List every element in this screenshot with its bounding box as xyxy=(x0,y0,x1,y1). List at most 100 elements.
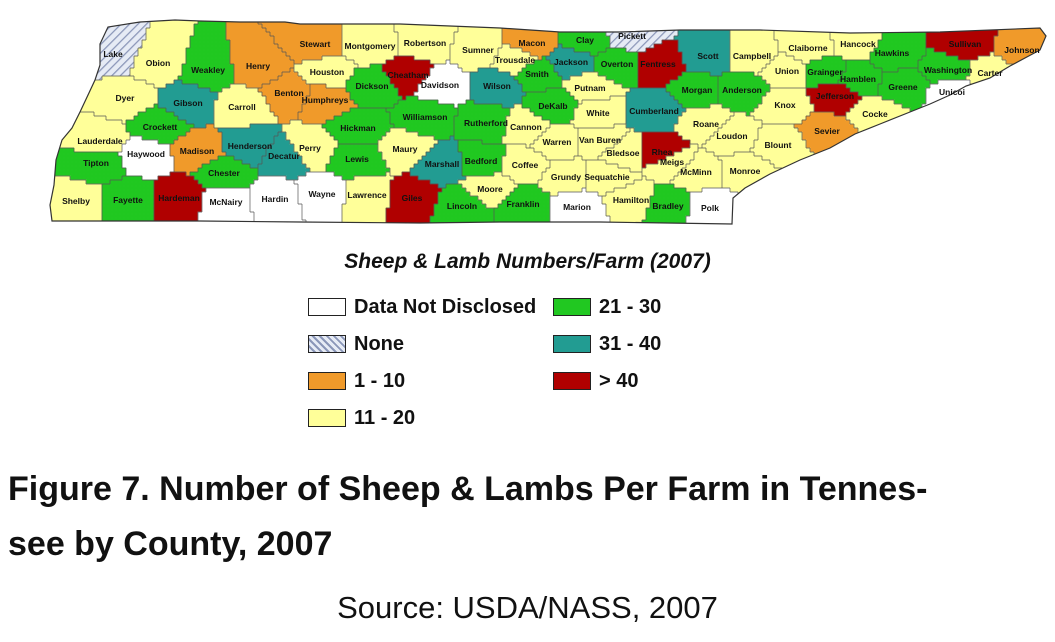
county-label-bedford: Bedford xyxy=(465,156,498,166)
legend-label-not-disclosed: Data Not Disclosed xyxy=(354,295,537,318)
county-label-jefferson: Jefferson xyxy=(816,91,854,101)
legend-label-31-40: 31 - 40 xyxy=(599,332,662,355)
county-label-wilson: Wilson xyxy=(483,81,511,91)
legend-item-11-20: 11 - 20 xyxy=(308,406,415,430)
figure-caption-line-1: Figure 7. Number of Sheep & Lambs Per Fa… xyxy=(8,470,928,508)
county-label-hawkins: Hawkins xyxy=(875,48,910,58)
figure-caption: Figure 7. Number of Sheep & Lambs Per Fa… xyxy=(8,462,1048,572)
county-label-macon: Macon xyxy=(519,38,546,48)
figure-caption-line-2: see by County, 2007 xyxy=(8,525,333,563)
county-label-overton: Overton xyxy=(601,59,634,69)
county-label-marshall: Marshall xyxy=(425,159,460,169)
county-label-carroll: Carroll xyxy=(228,102,255,112)
legend-label-21-30: 21 - 30 xyxy=(599,295,662,318)
county-label-sumner: Sumner xyxy=(462,45,494,55)
county-label-sequatchie: Sequatchie xyxy=(584,172,630,182)
county-franklin xyxy=(493,183,551,224)
county-label-lincoln: Lincoln xyxy=(447,201,477,211)
county-label-fayette: Fayette xyxy=(113,195,143,205)
county-label-robertson: Robertson xyxy=(404,38,447,48)
county-label-polk: Polk xyxy=(701,203,719,213)
county-knox xyxy=(749,87,815,125)
county-label-trousdale: Trousdale xyxy=(495,55,535,65)
county-label-haywood: Haywood xyxy=(127,149,165,159)
county-loudon xyxy=(701,111,763,157)
county-label-grainger: Grainger xyxy=(807,67,843,77)
county-label-humphreys: Humphreys xyxy=(302,95,349,105)
county-label-obion: Obion xyxy=(146,58,171,68)
county-label-bledsoe: Bledsoe xyxy=(606,148,639,158)
county-overton xyxy=(593,47,639,89)
legend-item-1-10: 1 - 10 xyxy=(308,369,405,393)
county-label-weakley: Weakley xyxy=(191,65,225,75)
legend-item-21-30: 21 - 30 xyxy=(553,295,661,319)
county-label-hardeman: Hardeman xyxy=(158,193,200,203)
county-wayne xyxy=(293,171,347,224)
county-morgan xyxy=(665,71,719,109)
county-unicoi xyxy=(921,79,1046,224)
county-label-montgomery: Montgomery xyxy=(345,41,396,51)
county-hardin xyxy=(249,175,307,224)
county-label-monroe: Monroe xyxy=(730,166,761,176)
county-haywood xyxy=(117,135,175,181)
county-label-maury: Maury xyxy=(392,144,417,154)
county-boundaries xyxy=(50,20,1046,224)
county-label-sevier: Sevier xyxy=(814,126,840,136)
state-outline xyxy=(49,19,1047,225)
county-label-van-buren: Van Buren xyxy=(579,135,621,145)
county-label-anderson: Anderson xyxy=(722,85,762,95)
county-label-sullivan: Sullivan xyxy=(949,39,982,49)
county-fentress xyxy=(637,39,687,89)
county-label-dekalb: DeKalb xyxy=(538,101,567,111)
county-label-grundy: Grundy xyxy=(551,172,581,182)
county-label-lauderdale: Lauderdale xyxy=(77,136,123,146)
county-houston xyxy=(293,55,359,89)
legend-label-none: None xyxy=(354,332,404,355)
county-label-roane: Roane xyxy=(693,119,719,129)
county-label-loudon: Loudon xyxy=(716,131,747,141)
county-label-pickett: Pickett xyxy=(618,31,646,41)
county-label-houston: Houston xyxy=(310,67,344,77)
county-mcnairy xyxy=(197,187,255,224)
county-label-davidson: Davidson xyxy=(421,80,459,90)
county-madison xyxy=(169,123,227,177)
county-cumberland xyxy=(625,87,687,133)
county-label-white: White xyxy=(586,108,609,118)
county-label-chester: Chester xyxy=(208,168,240,178)
legend-item-none: None xyxy=(308,332,404,356)
tennessee-county-map: Lake Obion Weakley Henry Stewart Montgomery Ro… xyxy=(0,0,1055,232)
county-hamblen xyxy=(837,59,883,97)
county-label-williamson: Williamson xyxy=(403,112,448,122)
county-label-clay: Clay xyxy=(576,35,594,45)
legend-item-31-40: 31 - 40 xyxy=(553,332,661,356)
county-label-rhea: Rhea xyxy=(652,147,673,157)
county-mcminn xyxy=(669,147,723,193)
county-label-benton: Benton xyxy=(274,88,303,98)
legend-label-11-20: 11 - 20 xyxy=(354,406,416,429)
county-label-dickson: Dickson xyxy=(355,81,388,91)
legend-item-over-40: > 40 xyxy=(553,369,638,393)
legend-swatch-none xyxy=(308,335,346,353)
county-label-carter: Carter xyxy=(977,68,1003,78)
county-label-hardin: Hardin xyxy=(262,194,289,204)
county-label-union: Union xyxy=(775,66,799,76)
county-label-cheatham: Cheatham xyxy=(387,70,429,80)
county-giles xyxy=(385,171,443,224)
county-greene xyxy=(877,67,931,117)
legend-label-1-10: 1 - 10 xyxy=(354,369,406,392)
county-label-bradley: Bradley xyxy=(652,201,683,211)
county-anderson xyxy=(717,71,771,117)
source-line: Source: USDA/NASS, 2007 xyxy=(337,590,718,625)
county-label-coffee: Coffee xyxy=(512,160,539,170)
map-canvas: Lake Obion Weakley Henry Stewart Montgomery Ro… xyxy=(49,19,1047,225)
county-label-franklin: Franklin xyxy=(506,199,539,209)
legend-item-not-disclosed: Data Not Disclosed xyxy=(308,295,536,319)
county-label-claiborne: Claiborne xyxy=(788,43,827,53)
county-label-jackson: Jackson xyxy=(554,57,588,67)
county-label-hancock: Hancock xyxy=(840,39,876,49)
county-label-johnson: Johnson xyxy=(1004,45,1039,55)
county-label-fentress: Fentress xyxy=(640,59,676,69)
county-label-marion: Marion xyxy=(563,202,591,212)
county-hawkins xyxy=(869,20,927,73)
legend-swatch-31-40 xyxy=(553,335,591,353)
